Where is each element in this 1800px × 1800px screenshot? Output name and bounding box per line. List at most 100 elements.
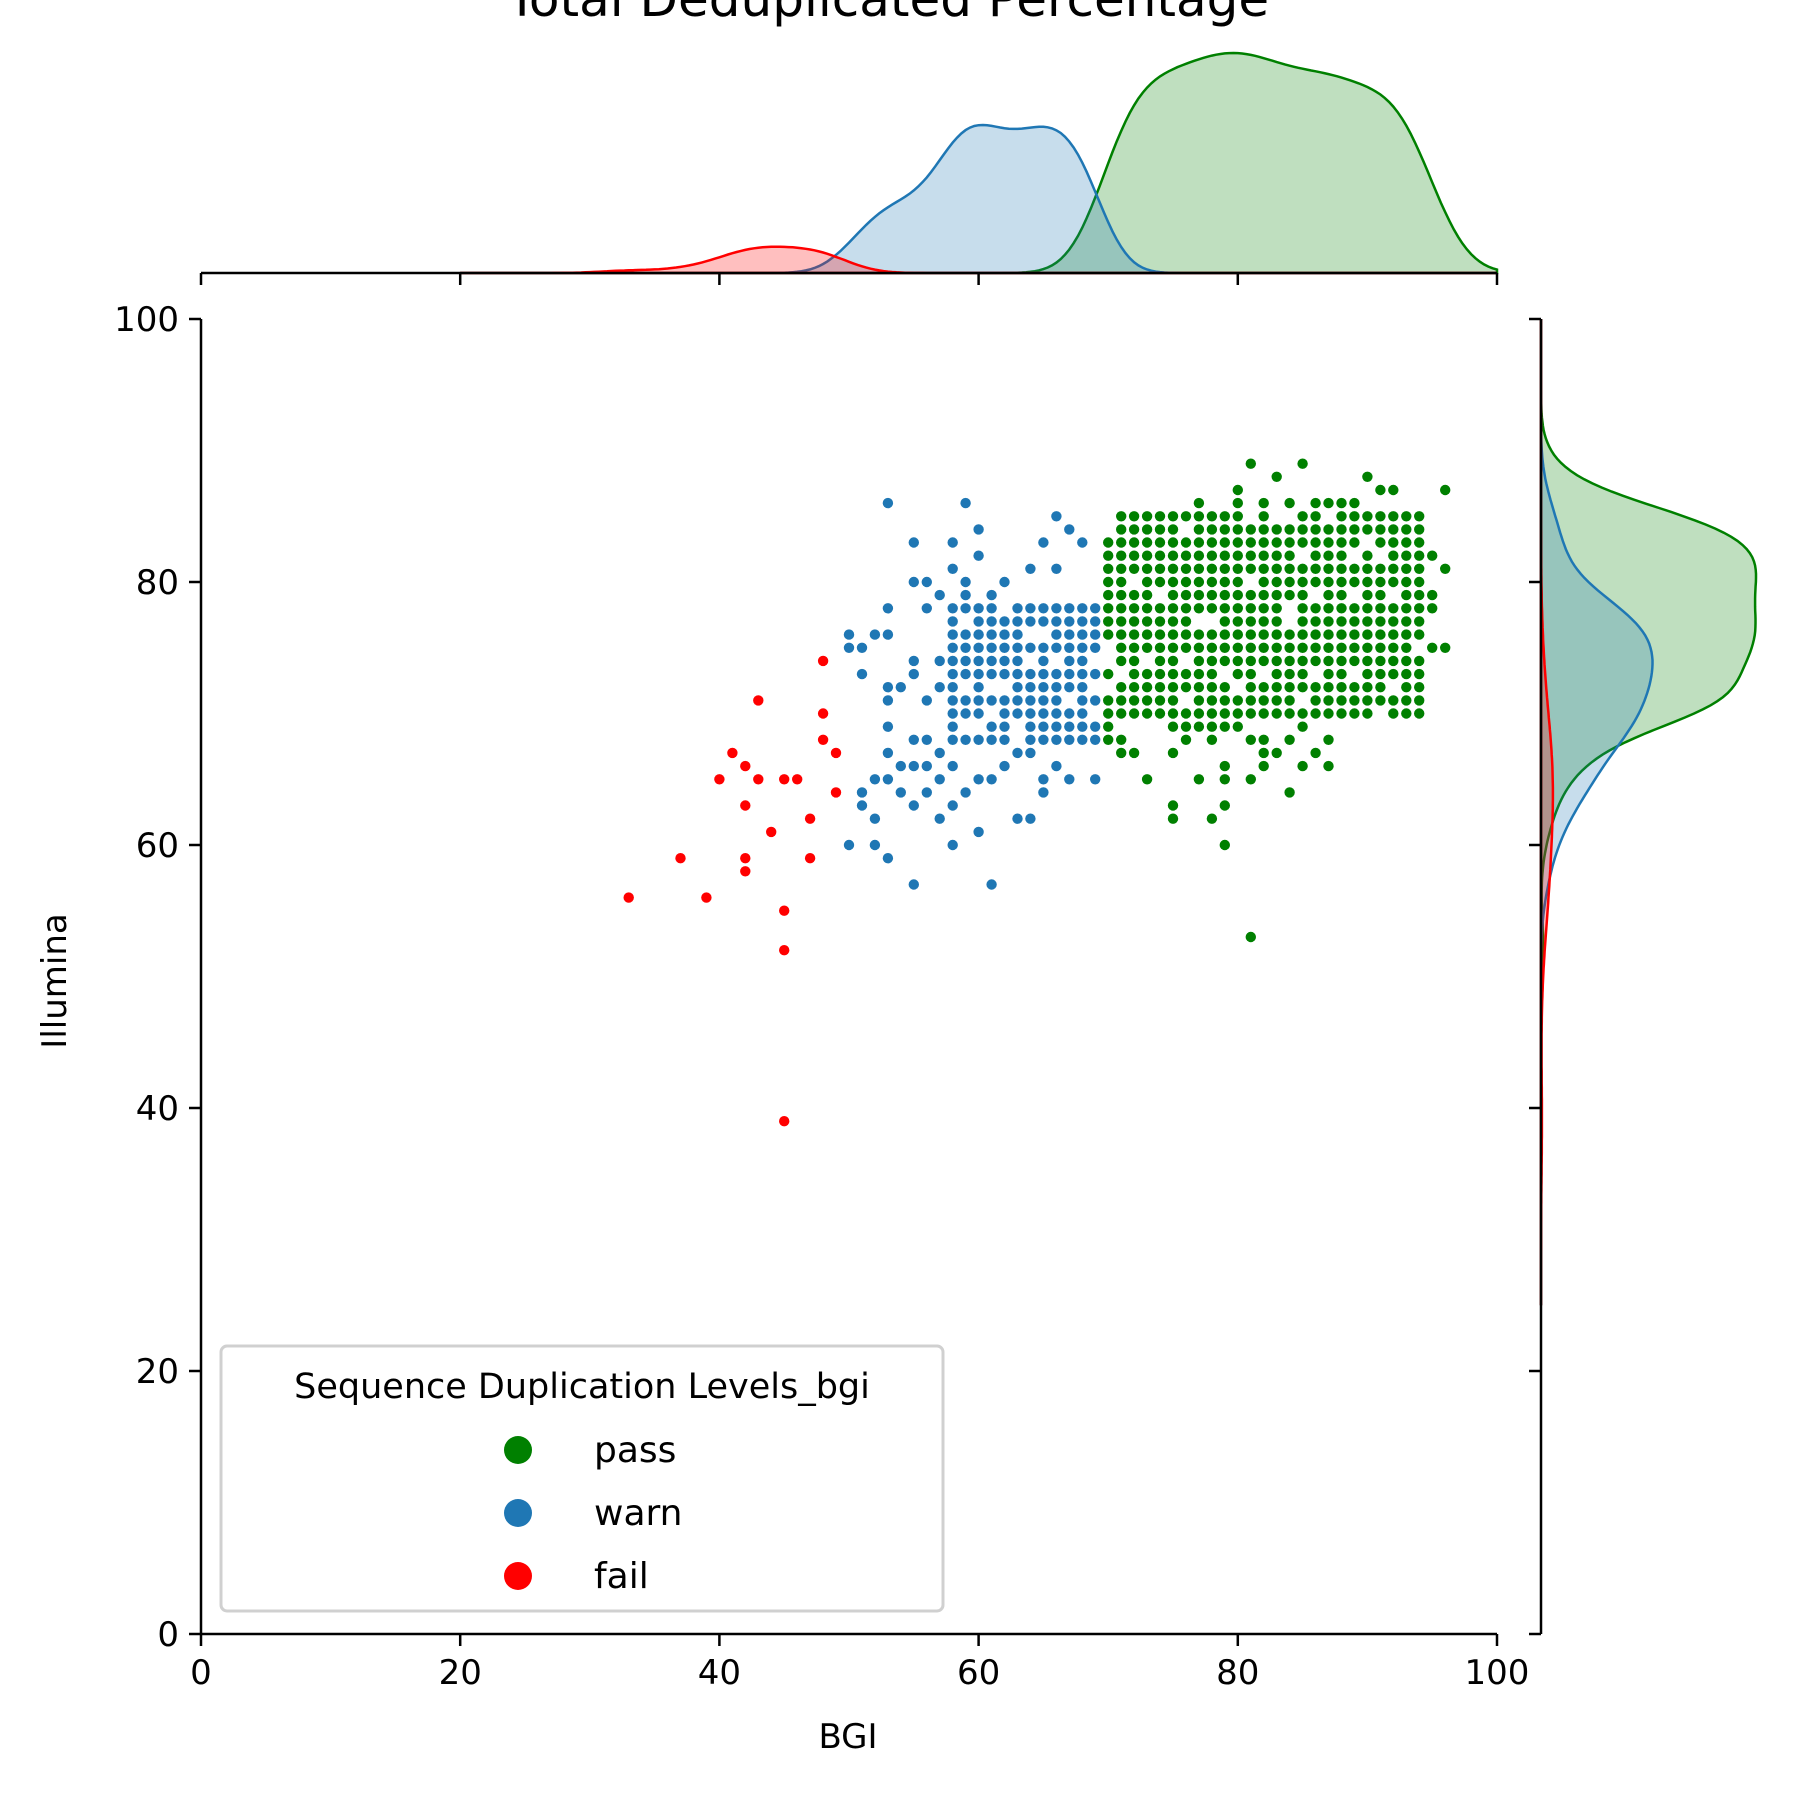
point-pass: [1362, 629, 1373, 640]
point-pass: [1180, 576, 1192, 588]
point-pass: [1193, 721, 1205, 732]
point-pass: [1258, 708, 1269, 719]
point-warn: [1025, 747, 1036, 759]
point-pass: [1103, 589, 1114, 601]
point-pass: [1219, 695, 1231, 706]
point-warn: [1090, 603, 1101, 614]
point-warn: [1038, 787, 1049, 798]
point-pass: [1167, 721, 1179, 732]
point-pass: [1310, 563, 1321, 574]
point-warn: [1064, 629, 1075, 640]
point-warn: [882, 721, 894, 732]
point-warn: [1038, 695, 1049, 706]
point-pass: [1258, 747, 1269, 759]
point-pass: [1128, 629, 1140, 640]
point-warn: [1064, 616, 1075, 627]
point-pass: [1362, 682, 1373, 693]
point-pass: [1116, 734, 1127, 745]
point-pass: [1116, 616, 1127, 627]
point-pass: [1336, 589, 1347, 601]
point-warn: [973, 708, 984, 719]
point-fail: [740, 866, 751, 877]
point-pass: [1103, 695, 1114, 706]
point-pass: [1258, 524, 1269, 535]
top-marginal-kde: [460, 51, 1499, 275]
point-pass: [1232, 721, 1244, 732]
point-warn: [947, 537, 958, 548]
point-warn: [947, 708, 958, 719]
point-pass: [1154, 629, 1166, 640]
point-pass: [1258, 537, 1269, 548]
point-pass: [1323, 760, 1334, 772]
point-pass: [1375, 484, 1386, 496]
point-fail: [804, 853, 816, 864]
point-warn: [895, 787, 906, 798]
point-warn: [973, 524, 984, 535]
point-pass: [1414, 511, 1425, 522]
legend-title: Sequence Duplication Levels_bgi: [294, 1367, 870, 1407]
point-pass: [1297, 616, 1308, 627]
point-pass: [1362, 642, 1373, 653]
y-tick-label: 60: [136, 826, 179, 866]
point-pass: [1116, 524, 1127, 535]
point-pass: [1310, 576, 1321, 588]
top-marginal-axis: [199, 271, 1499, 285]
point-warn: [960, 642, 971, 653]
point-pass: [1349, 695, 1360, 706]
point-warn: [1077, 682, 1088, 693]
point-pass: [1219, 511, 1231, 522]
point-warn: [908, 800, 919, 811]
point-warn: [973, 629, 984, 640]
point-pass: [1232, 550, 1244, 561]
point-pass: [1401, 668, 1412, 680]
point-warn: [960, 695, 971, 706]
point-warn: [947, 629, 958, 640]
point-warn: [1012, 642, 1023, 653]
point-pass: [1258, 734, 1269, 745]
point-pass: [1375, 668, 1386, 680]
point-warn: [973, 655, 984, 667]
point-pass: [1401, 642, 1412, 653]
point-pass: [1336, 511, 1347, 522]
point-pass: [1154, 524, 1166, 535]
point-warn: [960, 576, 971, 588]
point-warn: [1012, 708, 1023, 719]
point-pass: [1245, 563, 1257, 574]
point-warn: [1025, 695, 1036, 706]
point-warn: [986, 721, 997, 732]
point-warn: [934, 747, 945, 759]
point-pass: [1128, 563, 1140, 574]
legend: Sequence Duplication Levels_bgi pass warn…: [219, 1344, 945, 1613]
point-pass: [1388, 616, 1399, 627]
legend-box: [219, 1344, 945, 1613]
point-pass: [1141, 774, 1153, 785]
point-pass: [1258, 563, 1269, 574]
point-pass: [1219, 760, 1231, 772]
point-pass: [1154, 708, 1166, 719]
point-pass: [1128, 747, 1140, 759]
point-pass: [1232, 668, 1244, 680]
point-pass: [1141, 563, 1153, 574]
point-pass: [1284, 537, 1295, 548]
point-pass: [1284, 668, 1295, 680]
point-pass: [1154, 655, 1166, 667]
point-warn: [869, 839, 881, 851]
point-warn: [1077, 603, 1088, 614]
point-warn: [1038, 642, 1049, 653]
point-pass: [1180, 642, 1192, 653]
point-warn: [1090, 695, 1101, 706]
point-pass: [1284, 682, 1295, 693]
point-fail: [701, 892, 712, 903]
point-pass: [1401, 682, 1412, 693]
point-pass: [1167, 511, 1179, 522]
point-warn: [986, 695, 997, 706]
point-pass: [1401, 550, 1412, 561]
point-warn: [1064, 734, 1075, 745]
point-pass: [1271, 708, 1282, 719]
point-pass: [1349, 524, 1360, 535]
point-pass: [1310, 708, 1321, 719]
point-pass: [1232, 497, 1244, 509]
point-warn: [1038, 668, 1049, 680]
point-warn: [947, 603, 958, 614]
point-pass: [1258, 603, 1269, 614]
